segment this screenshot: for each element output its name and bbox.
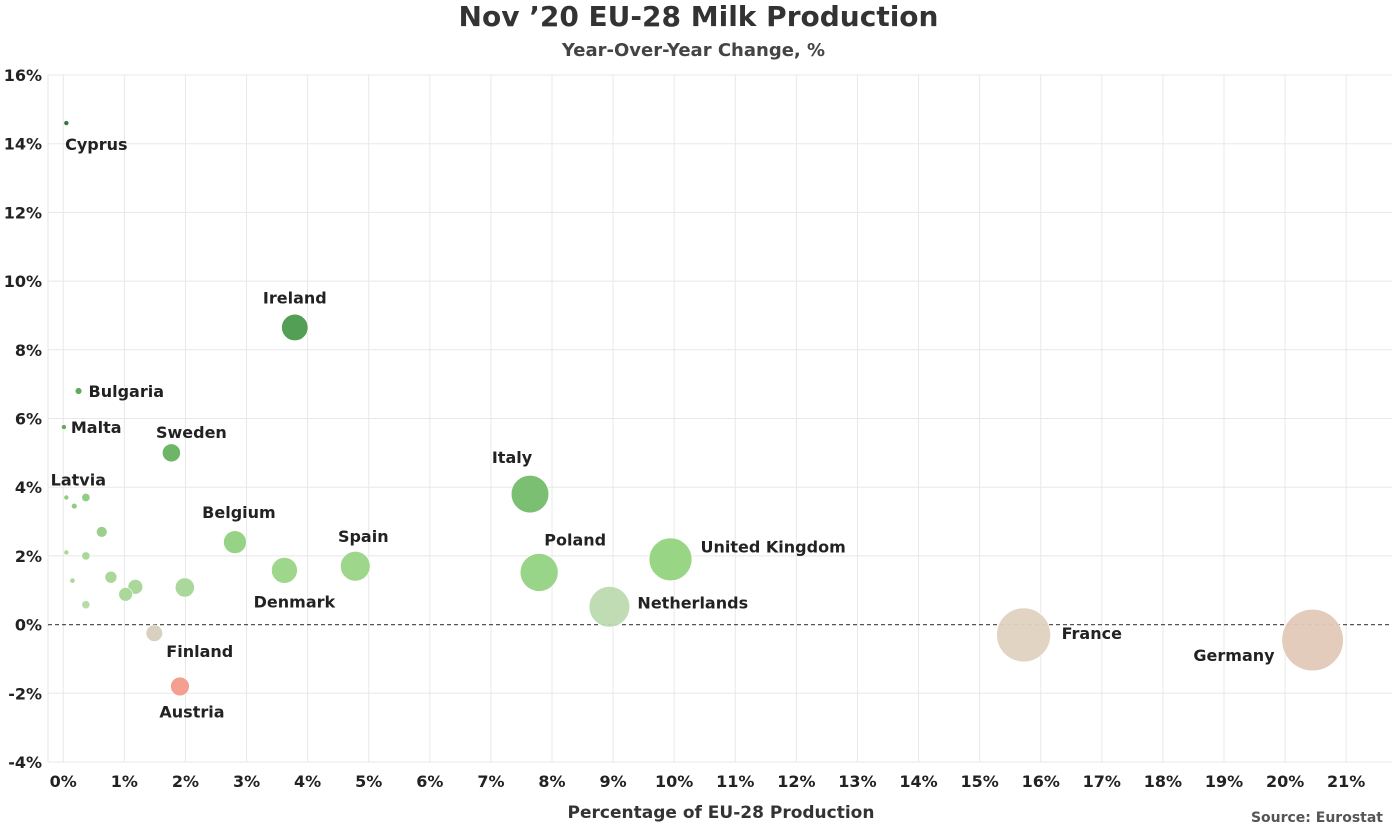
bubble-cyprus <box>63 120 70 126</box>
y-tick-label: -4% <box>8 753 42 772</box>
y-tick-label: 14% <box>4 135 42 154</box>
bubble-bulgaria <box>74 387 83 395</box>
x-axis-label: Percentage of EU-28 Production <box>567 803 875 823</box>
bubble-austria <box>170 676 190 697</box>
point-label-poland: Poland <box>544 530 606 549</box>
bubble-latvia <box>63 494 70 501</box>
y-tick-label: 4% <box>15 478 42 497</box>
bubble-france <box>996 607 1051 663</box>
x-tick-label: 15% <box>960 772 998 791</box>
bubble-belgium <box>223 530 247 554</box>
point-label-sweden: Sweden <box>156 423 227 442</box>
point-label-bulgaria: Bulgaria <box>89 382 165 401</box>
bubble-spain <box>340 551 371 582</box>
bubble-finland <box>145 624 163 642</box>
x-tick-label: 11% <box>716 772 754 791</box>
y-tick-label: 16% <box>4 66 42 85</box>
bubble <box>81 493 91 502</box>
point-label-denmark: Denmark <box>254 592 336 611</box>
bubble <box>71 502 78 510</box>
bubble-germany <box>1281 609 1344 672</box>
point-label-ireland: Ireland <box>263 288 327 307</box>
point-label-spain: Spain <box>338 527 389 546</box>
x-tick-label: 19% <box>1205 772 1243 791</box>
point-label-cyprus: Cyprus <box>65 135 127 154</box>
bubble-denmark <box>271 557 298 584</box>
x-tick-label: 1% <box>111 772 138 791</box>
bubble-united-kingdom <box>648 537 693 582</box>
x-tick-label: 7% <box>477 772 504 791</box>
x-axis-ticks: 0% 1% 2% 3% 4% 5% 6% 7% 8% 9% 10% 11% 12% 13% 14% 15% 16… <box>50 772 1366 791</box>
bubble <box>69 577 76 584</box>
y-tick-label: -2% <box>8 684 42 703</box>
point-label-netherlands: Netherlands <box>637 594 748 613</box>
bubble <box>127 579 144 595</box>
bubble <box>81 600 91 610</box>
y-axis-ticks: -4% -2% 0% 2% 4% 6% 8% 10% 12% 14% 16% <box>4 66 42 772</box>
bubble <box>81 551 91 561</box>
point-label-finland: Finland <box>166 642 233 661</box>
point-label-united-kingdom: United Kingdom <box>701 537 846 556</box>
bubble-malta <box>61 424 67 430</box>
x-tick-label: 12% <box>777 772 815 791</box>
point-label-belgium: Belgium <box>202 503 276 522</box>
x-tick-label: 2% <box>172 772 199 791</box>
bubble <box>96 526 108 538</box>
bubbles <box>61 120 1344 697</box>
point-label-latvia: Latvia <box>51 471 106 490</box>
bubble-sweden <box>162 443 181 463</box>
point-label-malta: Malta <box>71 418 122 437</box>
y-tick-label: 8% <box>15 341 42 360</box>
bubble-netherlands <box>588 586 631 628</box>
x-tick-label: 3% <box>233 772 260 791</box>
bubble <box>174 577 195 598</box>
source-note: Source: Eurostat <box>1250 810 1383 826</box>
point-label-austria: Austria <box>159 702 224 721</box>
y-tick-label: 0% <box>15 616 42 635</box>
bubble-poland <box>519 553 559 592</box>
x-tick-label: 14% <box>899 772 937 791</box>
bubble <box>104 570 118 584</box>
x-tick-label: 0% <box>50 772 77 791</box>
x-tick-label: 18% <box>1144 772 1182 791</box>
x-tick-label: 13% <box>838 772 876 791</box>
x-tick-label: 8% <box>538 772 565 791</box>
x-tick-label: 16% <box>1022 772 1060 791</box>
x-tick-label: 21% <box>1327 772 1365 791</box>
bubble <box>118 587 133 602</box>
point-labels: Cyprus Ireland Bulgaria Malta Sweden Italy Lat… <box>51 135 1275 721</box>
grid <box>47 74 1392 763</box>
x-tick-label: 20% <box>1266 772 1304 791</box>
point-label-france: France <box>1062 624 1122 643</box>
point-label-germany: Germany <box>1193 646 1275 665</box>
y-tick-label: 6% <box>15 410 42 429</box>
chart-subtitle: Year-Over-Year Change, % <box>561 40 826 61</box>
bubble <box>63 549 70 556</box>
x-tick-label: 6% <box>416 772 443 791</box>
x-tick-label: 17% <box>1083 772 1121 791</box>
x-tick-label: 4% <box>294 772 321 791</box>
x-tick-label: 9% <box>600 772 627 791</box>
y-tick-label: 2% <box>15 547 42 566</box>
bubble-ireland <box>281 313 309 342</box>
y-tick-label: 12% <box>4 203 42 222</box>
point-label-italy: Italy <box>492 448 533 467</box>
x-tick-label: 10% <box>655 772 693 791</box>
x-tick-label: 5% <box>355 772 382 791</box>
bubble-italy <box>510 474 550 514</box>
y-tick-label: 10% <box>4 272 42 291</box>
chart-title: Nov ’20 EU-28 Milk Production <box>458 0 939 33</box>
